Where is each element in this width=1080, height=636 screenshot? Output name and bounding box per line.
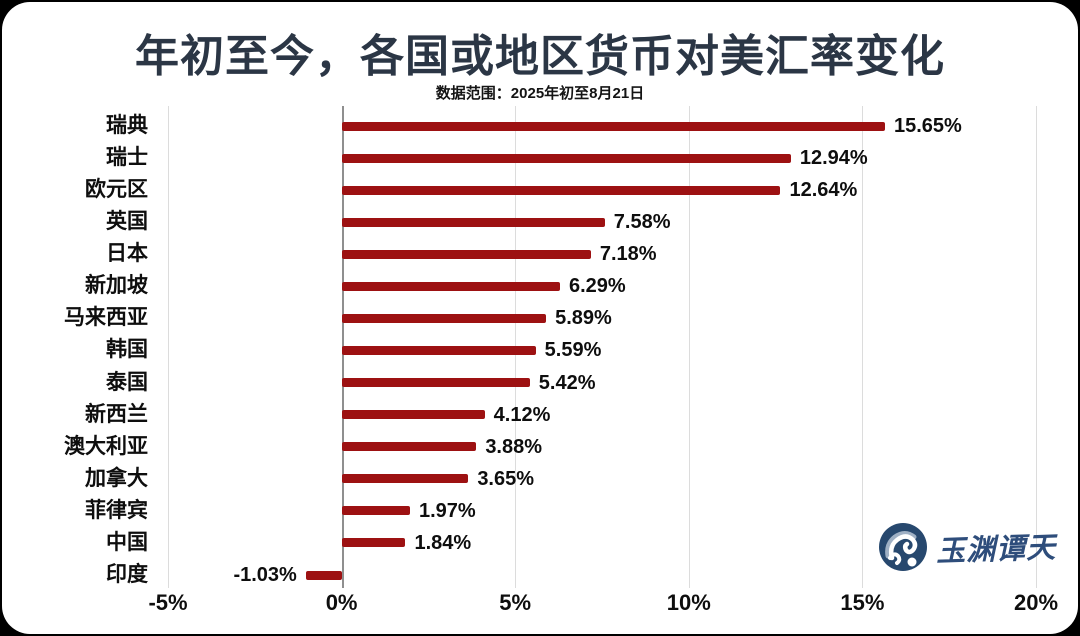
value-label: 5.59% <box>544 339 602 362</box>
value-label: 7.58% <box>613 211 671 234</box>
chart-row: 日本 7.18% <box>2 238 1078 270</box>
value-label: 1.97% <box>418 499 476 522</box>
category-label: 瑞士 <box>106 146 148 170</box>
chart-subtitle: 数据范围：2025年初至8月21日 <box>435 85 645 102</box>
category-label: 新西兰 <box>85 402 148 426</box>
watermark: 玉渊谭天 <box>878 522 1057 572</box>
value-label: 1.84% <box>414 531 472 554</box>
chart-row: 瑞典 15.65% <box>2 110 1078 142</box>
category-label: 泰国 <box>106 370 148 394</box>
value-label: 4.12% <box>493 403 551 426</box>
gridline <box>168 106 169 588</box>
x-axis: -5% 0% 5% 10% 15% 20% <box>2 590 1078 620</box>
chart-row: 欧元区 12.64% <box>2 174 1078 206</box>
value-label: 3.88% <box>485 435 543 458</box>
category-label: 英国 <box>106 210 148 234</box>
x-tick-label: 15% <box>840 590 885 615</box>
chart-row: 韩国 5.59% <box>2 334 1078 366</box>
category-label: 瑞典 <box>106 114 148 137</box>
category-label: 新加坡 <box>85 274 148 298</box>
bar <box>341 281 560 291</box>
x-tick-label: 10% <box>666 590 711 615</box>
category-label: 印度 <box>106 562 148 586</box>
value-label: 3.65% <box>477 467 535 490</box>
category-label: 马来西亚 <box>64 306 148 330</box>
value-label: 15.65% <box>893 115 962 137</box>
bar <box>341 153 791 163</box>
chart-row: 中国 1.84% <box>2 527 1078 559</box>
bar <box>341 249 591 259</box>
value-label: 6.29% <box>568 275 626 298</box>
chart-row: 英国 7.58% <box>2 206 1078 238</box>
category-label: 菲律宾 <box>85 498 148 522</box>
bar <box>341 538 406 548</box>
chart-row: 澳大利亚 3.88% <box>2 431 1078 463</box>
category-label: 中国 <box>106 530 148 554</box>
value-label: -1.03% <box>233 563 297 586</box>
chart-row: 菲律宾 1.97% <box>2 495 1078 527</box>
bar <box>341 474 469 484</box>
chart-row: 瑞士 12.94% <box>2 142 1078 174</box>
bar <box>341 313 547 323</box>
watermark-text: 玉渊谭天 <box>935 531 1057 569</box>
x-tick-label: -5% <box>148 590 188 615</box>
category-label: 韩国 <box>106 338 148 362</box>
gridline <box>862 106 864 588</box>
value-label: 12.94% <box>799 147 868 170</box>
bar <box>341 410 485 420</box>
x-tick-label: 20% <box>1013 590 1059 615</box>
bar <box>305 570 342 580</box>
value-label: 5.42% <box>538 371 596 394</box>
chart-row: 新加坡 6.29% <box>2 270 1078 302</box>
chart-row: 新西兰 4.12% <box>2 399 1078 431</box>
value-label: 5.89% <box>555 307 612 330</box>
gridline <box>1036 106 1037 588</box>
value-label: 12.64% <box>789 179 858 202</box>
chart-row: 印度 -1.03% <box>2 559 1078 591</box>
bar <box>341 185 781 195</box>
bar <box>341 217 605 227</box>
category-label: 加拿大 <box>85 466 148 490</box>
bar <box>341 378 530 388</box>
bar <box>341 121 885 131</box>
category-label: 日本 <box>106 242 148 266</box>
category-label: 欧元区 <box>85 178 148 202</box>
gridline <box>688 106 690 588</box>
chart-row: 泰国 5.42% <box>2 367 1078 399</box>
value-label: 7.18% <box>599 243 657 266</box>
chart-row: 马来西亚 5.89% <box>2 302 1078 334</box>
chart-row: 加拿大 3.65% <box>2 463 1078 495</box>
bar <box>341 346 536 356</box>
bar <box>341 442 477 452</box>
yuyuan-tantian-logo-icon <box>879 523 927 571</box>
bar <box>341 506 410 516</box>
x-tick-label: 5% <box>499 590 532 615</box>
x-tick-label: 0% <box>325 590 358 615</box>
chart-title: 年初至今，各国或地区货币对美汇率变化 <box>135 32 945 81</box>
category-label: 澳大利亚 <box>64 434 148 458</box>
